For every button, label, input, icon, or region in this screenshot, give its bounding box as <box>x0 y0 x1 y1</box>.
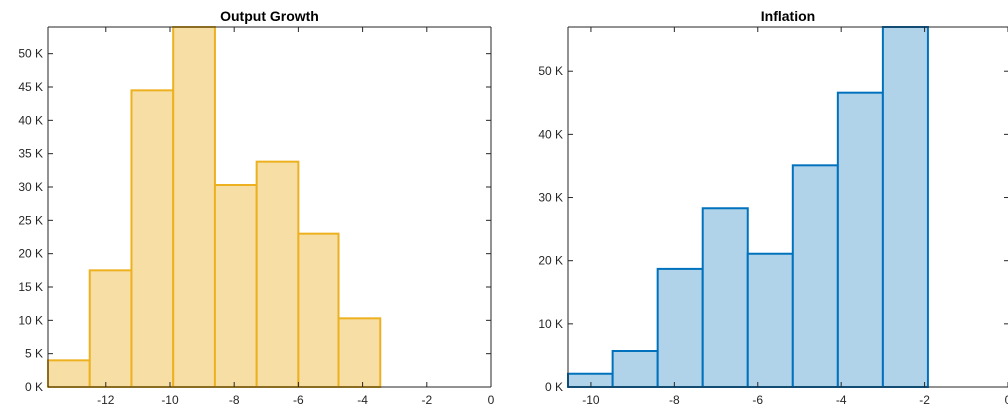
x-tick-label: -4 <box>357 393 368 407</box>
y-tick-label: 10 K <box>538 317 563 331</box>
histogram-bar <box>836 91 884 389</box>
x-tick-label: -6 <box>752 393 763 407</box>
x-tick-label: -10 <box>582 393 600 407</box>
x-tick-label: -8 <box>229 393 240 407</box>
x-tick-label: -6 <box>293 393 304 407</box>
histogram-bar <box>337 317 382 389</box>
histogram-bar <box>746 252 794 388</box>
x-tick-label: -2 <box>919 393 930 407</box>
y-tick-label: 50 K <box>18 47 43 61</box>
y-tick-label: 10 K <box>18 313 43 327</box>
y-tick-label: 40 K <box>18 113 43 127</box>
chart-inflation: Inflation -10 -8 -6 -4 -2 0 0 K 10 K 20 K 30 K 40 … <box>538 8 1008 407</box>
y-tick-label: 0 K <box>545 380 563 394</box>
x-tick-label: -8 <box>669 393 680 407</box>
y-tick-label: 15 K <box>18 280 43 294</box>
y-tick-label: 40 K <box>538 127 563 141</box>
histogram-bar <box>88 269 133 389</box>
x-tick-label: -2 <box>421 393 432 407</box>
y-tick-label: 5 K <box>25 347 43 361</box>
x-tick-label: -10 <box>161 393 179 407</box>
chart-title: Output Growth <box>220 8 319 24</box>
x-tick-label: -4 <box>836 393 847 407</box>
histogram-bar <box>130 89 175 388</box>
histogram-bar <box>213 184 258 388</box>
y-tick-label: 50 K <box>538 64 563 78</box>
y-tick-label: 30 K <box>18 180 43 194</box>
chart-title: Inflation <box>761 8 815 24</box>
histogram-bar <box>255 160 300 388</box>
x-tick-label: -12 <box>97 393 115 407</box>
histogram-bar <box>567 372 614 389</box>
histogram-bar <box>611 350 659 388</box>
y-tick-label: 20 K <box>18 247 43 261</box>
y-tick-label: 30 K <box>538 191 563 205</box>
y-tick-label: 20 K <box>538 254 563 268</box>
histogram-bar <box>701 207 749 388</box>
chart-output-growth: Output Growth -12 -10 -8 -6 -4 -2 0 0 K 5 K 10 K 1… <box>18 8 494 407</box>
y-tick-label: 0 K <box>25 380 43 394</box>
histogram-bar <box>297 232 340 388</box>
histogram-bar <box>791 164 839 388</box>
histogram-bar <box>172 26 216 388</box>
x-tick-label: 0 <box>488 393 495 407</box>
y-tick-label: 35 K <box>18 147 43 161</box>
histogram-bar <box>47 359 91 389</box>
y-tick-label: 25 K <box>18 213 43 227</box>
histogram-bar <box>656 267 704 389</box>
histogram-bar <box>881 26 929 388</box>
y-tick-label: 45 K <box>18 80 43 94</box>
x-tick-label: 0 <box>1005 393 1008 407</box>
